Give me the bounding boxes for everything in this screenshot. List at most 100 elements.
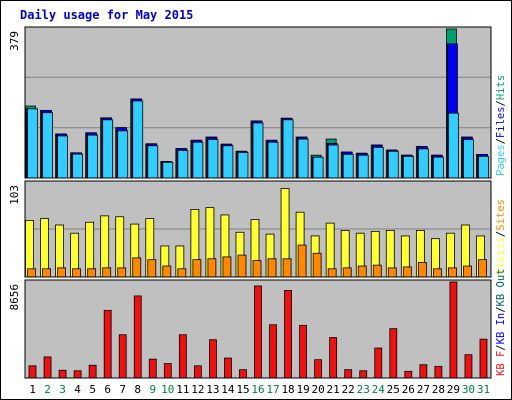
pages-bar	[132, 100, 144, 179]
x-tick-label: 6	[104, 383, 111, 396]
x-tick-label: 2	[44, 383, 51, 396]
legend-separator: /	[495, 344, 507, 350]
visits-bar	[40, 218, 49, 278]
kb-f-bar	[449, 281, 458, 379]
sites-bar	[448, 267, 457, 278]
sites-bar	[463, 265, 472, 278]
x-tick-label: 16	[251, 383, 264, 396]
kb-f-bar	[28, 365, 37, 379]
pages-bar	[177, 150, 189, 179]
panel-border	[24, 26, 492, 179]
pages-bar	[267, 141, 279, 179]
kb-f-bar	[178, 334, 187, 379]
sites-bar	[297, 244, 307, 278]
legend-entry: KB F	[495, 351, 507, 376]
kb-f-bar	[193, 365, 202, 379]
x-tick-label: 12	[191, 383, 204, 396]
sites-bar	[252, 260, 262, 278]
kb-f-bar	[419, 364, 428, 379]
sites-bar	[87, 268, 97, 278]
sites-bar	[207, 258, 217, 278]
pages-bar	[117, 130, 129, 179]
legend: KB F/KB In/KB Out	[495, 269, 507, 377]
pages-bar	[312, 156, 324, 179]
pages-bar	[282, 119, 294, 179]
x-tick-label: 28	[432, 383, 445, 396]
legend-entry: KB In	[495, 313, 507, 345]
pages-bar	[417, 148, 429, 179]
kb-f-bar	[269, 324, 277, 379]
x-tick-label: 30	[462, 383, 475, 396]
sites-bar	[312, 252, 322, 278]
legend-entry: Pages	[495, 144, 507, 176]
legend: Pages/Files/Hits	[495, 75, 507, 176]
x-tick-label: 23	[357, 383, 370, 396]
x-tick-label: 29	[447, 383, 460, 396]
axis-max-label: 103	[8, 185, 21, 205]
x-tick-label: 4	[74, 383, 81, 396]
kb-f-bar	[163, 363, 172, 379]
x-tick-label: 8	[134, 383, 141, 396]
kb-f-bar	[299, 324, 307, 379]
sites-bar	[117, 267, 127, 278]
legend-entry: KB Out	[495, 269, 507, 307]
x-tick-label: 19	[296, 383, 309, 396]
x-tick-label: 15	[236, 383, 249, 396]
kb-f-bar	[479, 338, 488, 379]
axis-max-label: 8656	[8, 284, 21, 311]
pages-bar	[357, 154, 369, 179]
sites-bar	[192, 259, 202, 278]
sites-bar	[237, 254, 247, 278]
pages-bar	[448, 112, 459, 179]
pages-bar	[207, 139, 219, 179]
pages-bar	[387, 150, 399, 179]
kb-f-bar	[118, 334, 127, 379]
pages-bar	[27, 108, 38, 179]
sites-bar	[147, 259, 157, 278]
kb-f-bar	[284, 289, 292, 379]
kb-f-bar	[389, 328, 398, 379]
sites-bar	[132, 257, 142, 278]
legend: Visits/Sites	[495, 199, 507, 275]
sites-bar	[72, 268, 82, 278]
sites-bar	[57, 267, 66, 278]
pages-bar	[402, 155, 414, 179]
x-tick-label: 7	[119, 383, 126, 396]
legend-entry: Visits	[495, 237, 507, 275]
kb-f-bar	[43, 356, 52, 379]
chart-title: Daily usage for May 2015	[20, 8, 194, 22]
sites-bar	[267, 258, 277, 278]
legend-entry: Hits	[495, 75, 507, 100]
sites-bar	[222, 256, 232, 278]
kb-f-bar	[88, 364, 97, 379]
x-tick-label: 1	[29, 383, 36, 396]
sites-bar	[162, 265, 172, 278]
x-tick-label: 14	[221, 383, 235, 396]
pages-bar	[297, 138, 309, 179]
sites-bar	[432, 268, 442, 278]
pages-bar	[252, 122, 264, 179]
sites-bar	[417, 261, 427, 278]
x-tick-label: 17	[266, 383, 279, 396]
x-tick-label: 3	[59, 383, 66, 396]
sites-bar	[102, 267, 112, 278]
x-tick-label: 27	[417, 383, 430, 396]
pages-bar	[147, 145, 159, 179]
sites-bar	[177, 268, 187, 278]
x-tick-label: 24	[372, 383, 386, 396]
sites-bar	[282, 258, 292, 278]
sites-bar	[402, 266, 412, 278]
kb-f-bar	[434, 365, 443, 379]
kb-f-bar	[254, 285, 262, 379]
sites-bar	[387, 267, 397, 278]
kb-f-bar	[359, 370, 368, 379]
legend-separator: /	[495, 306, 507, 312]
axis-max-label: 379	[8, 31, 21, 51]
x-tick-label: 9	[149, 383, 156, 396]
kb-f-bar	[73, 370, 82, 379]
kb-f-bar	[464, 354, 473, 379]
legend-entry: Files	[495, 106, 507, 138]
sites-bar	[27, 268, 36, 278]
pages-bar	[87, 134, 99, 179]
